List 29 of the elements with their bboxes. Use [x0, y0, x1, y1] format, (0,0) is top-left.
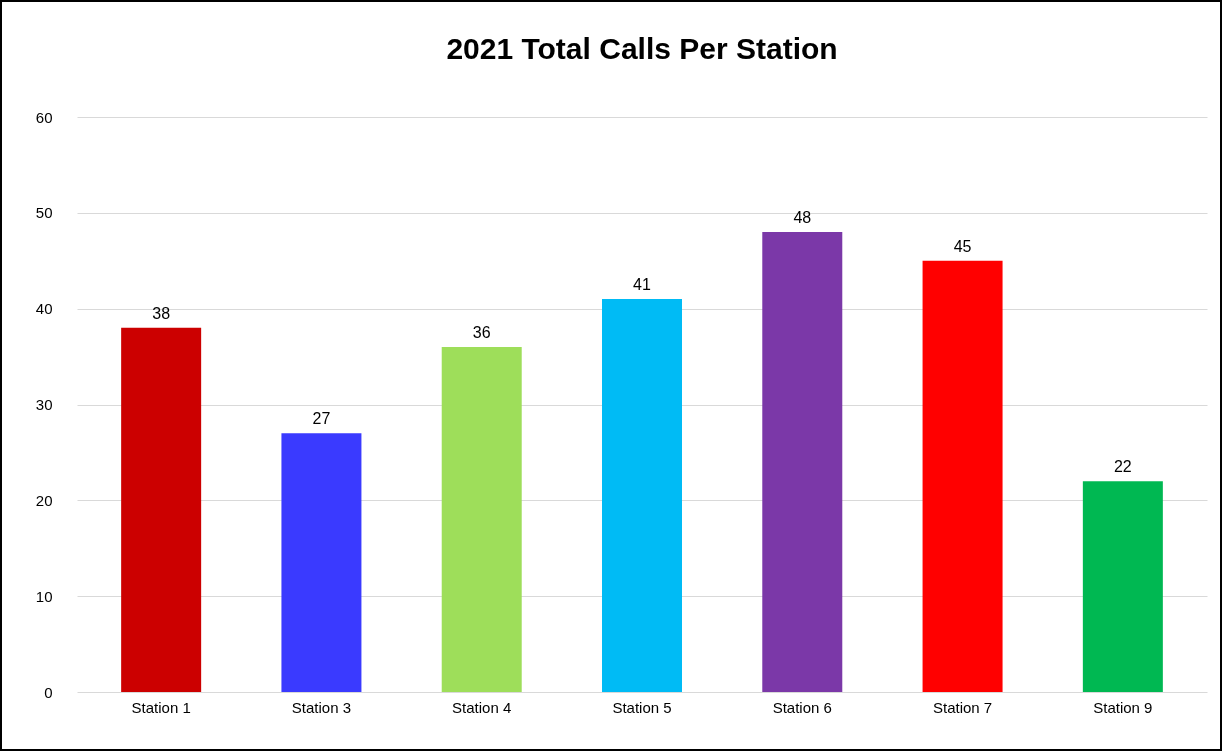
bar [441, 347, 522, 692]
bar [602, 299, 682, 692]
data-label: 22 [1113, 458, 1132, 476]
y-tick-label: 60 [35, 108, 53, 126]
y-tick-label: 50 [35, 204, 53, 222]
chart-title: 2021 Total Calls Per Station [446, 32, 838, 65]
y-tick-label: 40 [35, 300, 53, 318]
bar [1082, 481, 1163, 692]
x-tick-label: Station 4 [452, 698, 512, 716]
data-label: 38 [152, 304, 171, 322]
x-tick-label: Station 1 [131, 698, 191, 716]
x-tick-label: Station 9 [1093, 698, 1153, 716]
x-tick-label: Station 3 [291, 698, 352, 716]
bar [762, 232, 843, 692]
x-tick-label: Station 6 [772, 698, 832, 716]
bar [281, 433, 362, 692]
y-tick-label: 30 [35, 396, 53, 413]
x-tick-label: Station 5 [612, 698, 672, 716]
x-tick-label: Station 7 [932, 698, 993, 716]
data-label: 41 [633, 276, 651, 294]
y-tick-label: 20 [35, 491, 53, 509]
data-label: 48 [793, 209, 812, 226]
data-label: 36 [472, 324, 491, 341]
y-tick-label: 0 [44, 683, 53, 701]
data-label: 27 [312, 410, 331, 428]
y-tick-label: 10 [35, 587, 53, 605]
bar [922, 260, 1003, 692]
data-label: 45 [953, 237, 972, 255]
bar [121, 327, 202, 692]
